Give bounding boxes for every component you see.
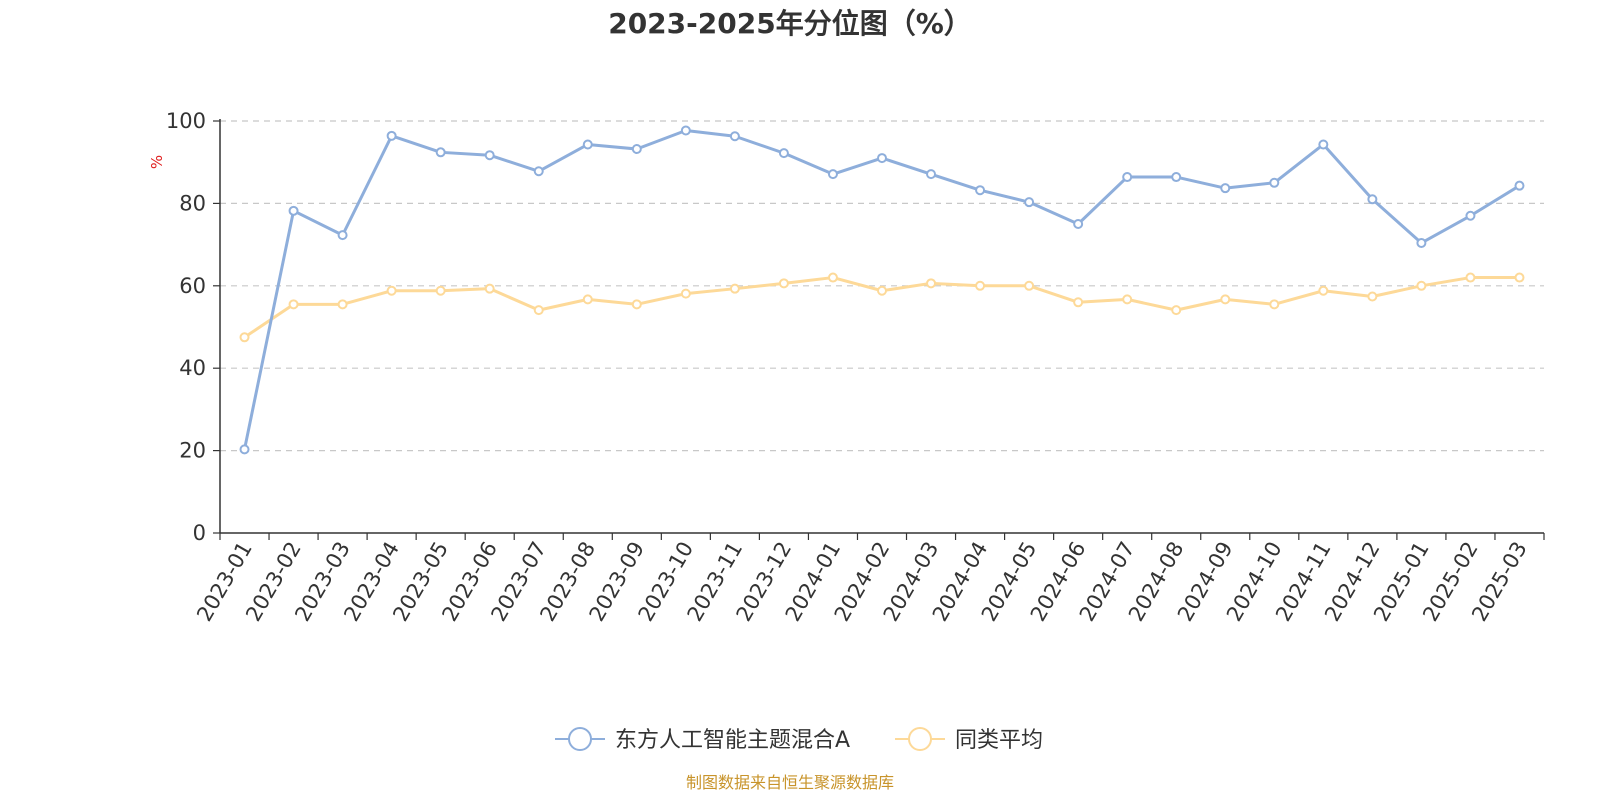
- y-tick-label: 20: [179, 439, 206, 463]
- y-tick-label: 100: [166, 109, 206, 133]
- legend-item-0[interactable]: 东方人工智能主题混合A: [555, 727, 850, 753]
- y-tick-labels: 0 20 40 60 80 100: [166, 109, 220, 545]
- data-point[interactable]: [1318, 139, 1329, 150]
- data-point[interactable]: [1220, 294, 1231, 305]
- data-point[interactable]: [1073, 297, 1084, 308]
- data-point[interactable]: [1318, 285, 1329, 296]
- data-point[interactable]: [386, 285, 397, 296]
- legend[interactable]: 东方人工智能主题混合A 同类平均: [555, 727, 1043, 753]
- data-point[interactable]: [1514, 272, 1525, 283]
- y-tick-label: 40: [179, 356, 206, 380]
- x-tick-labels: 2023-012023-022023-032023-042023-052023-…: [192, 533, 1545, 625]
- data-point[interactable]: [484, 150, 495, 161]
- data-point[interactable]: [533, 166, 544, 177]
- data-point[interactable]: [827, 272, 838, 283]
- data-point[interactable]: [926, 278, 937, 289]
- data-point[interactable]: [1269, 177, 1280, 188]
- data-point[interactable]: [680, 125, 691, 136]
- axes: [219, 119, 1544, 534]
- data-point[interactable]: [778, 148, 789, 159]
- data-point[interactable]: [680, 288, 691, 299]
- data-point[interactable]: [288, 205, 299, 216]
- data-point[interactable]: [582, 139, 593, 150]
- data-point[interactable]: [1465, 210, 1476, 221]
- data-point[interactable]: [1269, 299, 1280, 310]
- data-point[interactable]: [975, 280, 986, 291]
- data-point[interactable]: [1171, 172, 1182, 183]
- data-point[interactable]: [975, 185, 986, 196]
- data-point[interactable]: [484, 283, 495, 294]
- data-point[interactable]: [582, 294, 593, 305]
- data-point[interactable]: [288, 299, 299, 310]
- y-tick-label: 0: [193, 521, 206, 545]
- data-point[interactable]: [1024, 197, 1035, 208]
- data-point[interactable]: [778, 278, 789, 289]
- data-point[interactable]: [337, 299, 348, 310]
- data-point[interactable]: [239, 444, 250, 455]
- data-point[interactable]: [1220, 183, 1231, 194]
- legend-label: 东方人工智能主题混合A: [615, 728, 850, 753]
- series-group: [239, 125, 1525, 455]
- data-point[interactable]: [631, 144, 642, 155]
- data-point[interactable]: [926, 169, 937, 180]
- legend-marker-icon: [568, 727, 592, 751]
- data-point[interactable]: [1367, 291, 1378, 302]
- source-note: 制图数据来自恒生聚源数据库: [686, 773, 894, 792]
- data-point[interactable]: [1367, 194, 1378, 205]
- data-point[interactable]: [1024, 280, 1035, 291]
- series-1: [239, 272, 1525, 343]
- data-point[interactable]: [631, 299, 642, 310]
- data-point[interactable]: [435, 147, 446, 158]
- data-point[interactable]: [337, 230, 348, 241]
- data-point[interactable]: [877, 153, 887, 164]
- data-point[interactable]: [1122, 172, 1133, 183]
- data-point[interactable]: [1416, 280, 1427, 291]
- data-point[interactable]: [1171, 305, 1182, 316]
- y-tick-label: 60: [179, 274, 206, 298]
- legend-item-1[interactable]: 同类平均: [895, 727, 1043, 753]
- chart-title: 2023-2025年分位图（%）: [608, 7, 972, 40]
- data-point[interactable]: [827, 169, 838, 180]
- data-point[interactable]: [1416, 237, 1427, 248]
- data-point[interactable]: [877, 285, 887, 296]
- data-point[interactable]: [1073, 219, 1084, 229]
- data-point[interactable]: [533, 305, 544, 316]
- data-point[interactable]: [1122, 294, 1133, 305]
- data-point[interactable]: [1465, 272, 1476, 283]
- data-point[interactable]: [435, 285, 446, 296]
- data-point[interactable]: [239, 332, 250, 343]
- y-axis-label: %: [148, 155, 166, 169]
- data-point[interactable]: [729, 131, 740, 142]
- legend-marker-icon: [908, 727, 932, 751]
- y-tick-label: 80: [179, 191, 206, 215]
- legend-label: 同类平均: [955, 728, 1043, 753]
- data-point[interactable]: [1514, 180, 1525, 191]
- data-point[interactable]: [729, 283, 740, 294]
- data-point[interactable]: [386, 130, 397, 141]
- series-0: [239, 125, 1525, 455]
